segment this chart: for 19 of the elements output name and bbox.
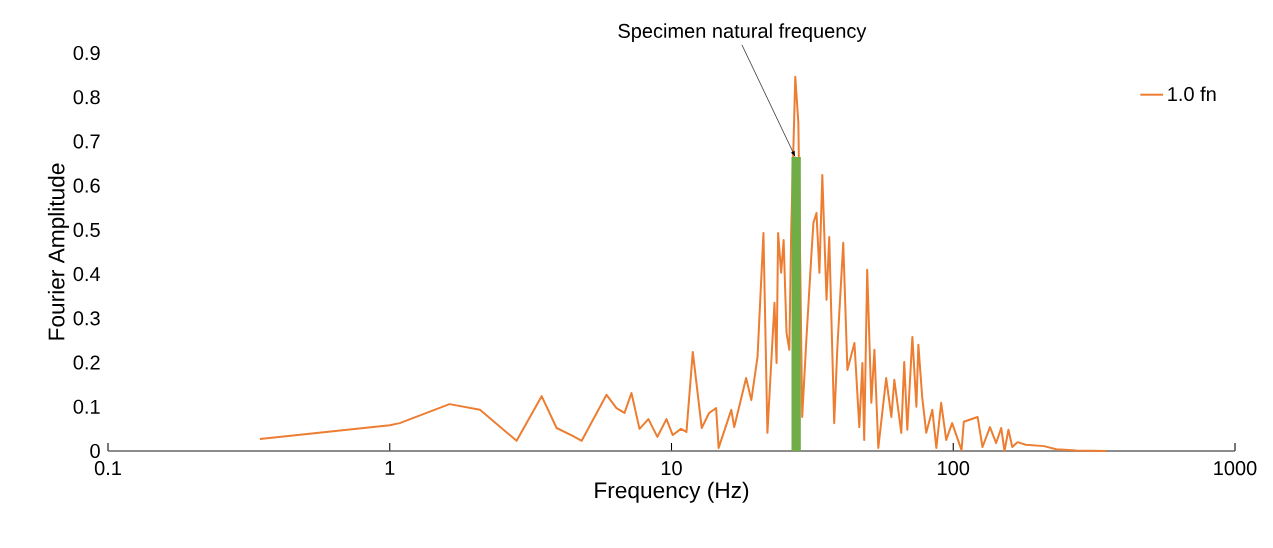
y-tick-label: 0.3 <box>73 311 100 326</box>
y-tick-label: 0.4 <box>73 267 101 282</box>
y-tick-label: 0.9 <box>73 45 100 61</box>
y-tick-label: 0.7 <box>73 134 100 149</box>
legend-label: 1.0 fn <box>1168 86 1216 102</box>
y-axis-title: Fourier Amplitude <box>47 163 70 340</box>
y-tick-label: 0 <box>90 443 100 459</box>
x-axis-title: Frequency (Hz) <box>595 481 749 503</box>
annotation: Specimen natural frequency <box>618 23 867 42</box>
x-tick-label: 100 <box>938 461 970 476</box>
x-tick-label: 10 <box>661 461 682 476</box>
x-tick-label: 1 <box>385 461 395 475</box>
y-tick-label: 0.8 <box>73 90 100 105</box>
x-tick-label: 1000 <box>1214 461 1257 476</box>
y-tick-label: 0.1 <box>73 399 100 414</box>
y-tick-label: 0.6 <box>73 178 100 193</box>
y-tick-label: 0.5 <box>73 222 100 237</box>
x-tick-label: 0.1 <box>94 461 121 476</box>
y-tick-label: 0.2 <box>73 355 100 370</box>
